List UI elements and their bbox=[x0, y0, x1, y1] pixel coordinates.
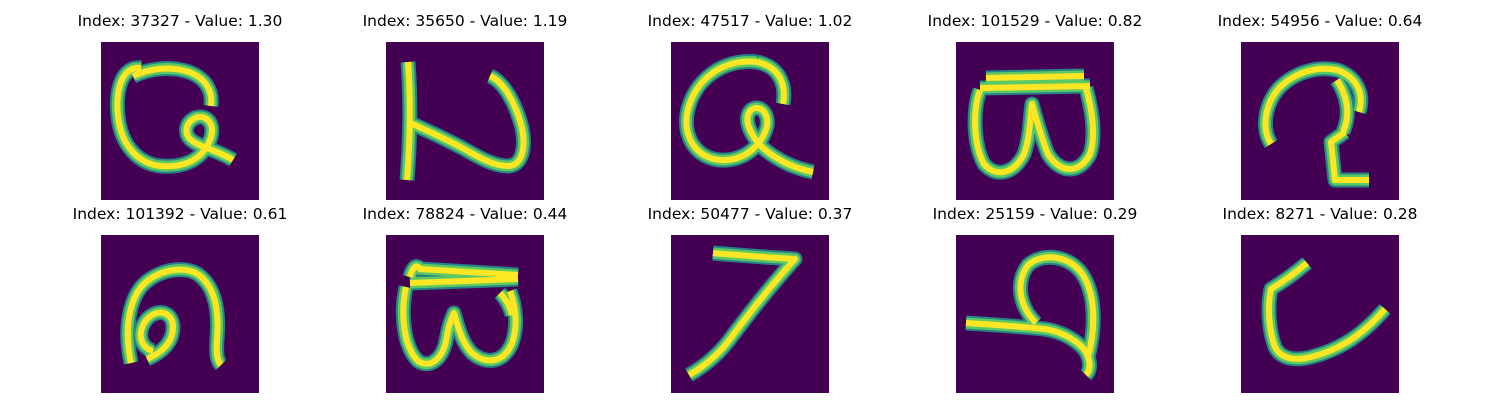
image-panel: Index: 101529 - Value: 0.82 bbox=[905, 8, 1165, 192]
image-panel: Index: 35650 - Value: 1.19 bbox=[335, 8, 595, 192]
panel-title: Index: 101529 - Value: 0.82 bbox=[905, 8, 1165, 34]
digit-image bbox=[101, 42, 259, 200]
image-panel: Index: 25159 - Value: 0.29 bbox=[905, 201, 1165, 385]
panel-title: Index: 50477 - Value: 0.37 bbox=[620, 201, 880, 227]
image-panel: Index: 54956 - Value: 0.64 bbox=[1190, 8, 1450, 192]
image-panel: Index: 101392 - Value: 0.61 bbox=[50, 201, 310, 385]
digit-image bbox=[386, 235, 544, 393]
panel-title: Index: 47517 - Value: 1.02 bbox=[620, 8, 880, 34]
digit-image bbox=[671, 42, 829, 200]
image-panel: Index: 8271 - Value: 0.28 bbox=[1190, 201, 1450, 385]
panel-title: Index: 37327 - Value: 1.30 bbox=[50, 8, 310, 34]
image-panel: Index: 47517 - Value: 1.02 bbox=[620, 8, 880, 192]
panel-title: Index: 25159 - Value: 0.29 bbox=[905, 201, 1165, 227]
panel-title: Index: 78824 - Value: 0.44 bbox=[335, 201, 595, 227]
digit-image bbox=[956, 42, 1114, 200]
panel-title: Index: 54956 - Value: 0.64 bbox=[1190, 8, 1450, 34]
digit-image bbox=[1241, 42, 1399, 200]
image-panel: Index: 78824 - Value: 0.44 bbox=[335, 201, 595, 385]
digit-image bbox=[1241, 235, 1399, 393]
digit-image bbox=[386, 42, 544, 200]
image-panel: Index: 37327 - Value: 1.30 bbox=[50, 8, 310, 192]
digit-image bbox=[671, 235, 829, 393]
digit-image bbox=[101, 235, 259, 393]
panel-title: Index: 101392 - Value: 0.61 bbox=[50, 201, 310, 227]
image-panel: Index: 50477 - Value: 0.37 bbox=[620, 201, 880, 385]
panel-title: Index: 35650 - Value: 1.19 bbox=[335, 8, 595, 34]
panel-title: Index: 8271 - Value: 0.28 bbox=[1190, 201, 1450, 227]
digit-image bbox=[956, 235, 1114, 393]
